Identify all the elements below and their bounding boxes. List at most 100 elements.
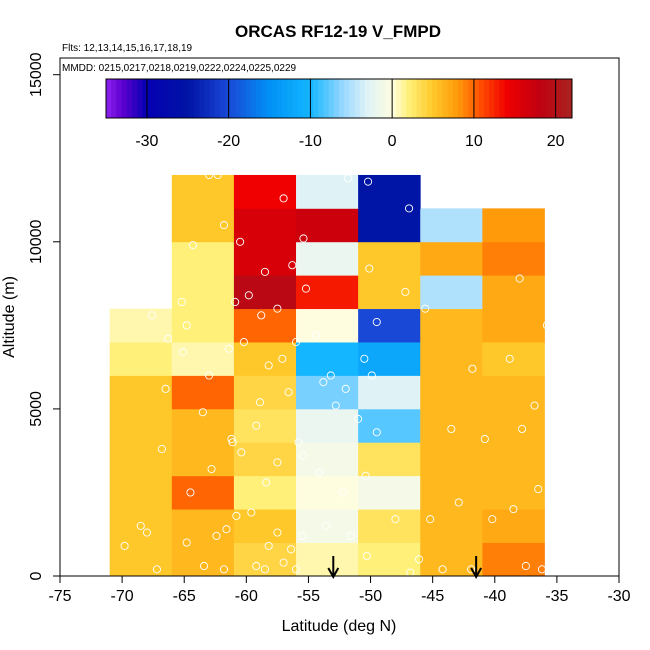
colorbar-swatch <box>416 79 423 118</box>
colorbar-swatch <box>256 79 262 118</box>
x-tick-label: -70 <box>111 588 134 605</box>
colorbar-tick-label: 10 <box>465 133 483 150</box>
sample-point <box>530 401 539 410</box>
colorbar-swatch <box>323 79 330 118</box>
colorbar-swatch <box>287 79 293 118</box>
colorbar-tick-label: -30 <box>135 133 158 150</box>
sample-point <box>344 174 353 183</box>
sample-point <box>198 408 207 417</box>
colorbar-swatch <box>468 79 475 118</box>
sample-point <box>488 515 497 524</box>
x-axis: -75 -70 -65 -60 -55 -50 -45 -40 -35 -30 <box>48 575 631 605</box>
sample-point <box>405 204 414 213</box>
sample-point <box>360 354 369 363</box>
sample-point <box>372 317 381 327</box>
sample-point <box>301 284 311 293</box>
sample-point <box>222 525 231 534</box>
heatmap-cell <box>233 475 297 510</box>
colorbar-swatch <box>292 79 299 118</box>
sample-point <box>361 471 370 480</box>
sample-point <box>468 364 477 373</box>
sample-point <box>219 221 229 230</box>
sample-point <box>278 354 287 363</box>
heatmap-cell <box>358 375 421 410</box>
colorbar-swatch <box>230 79 236 118</box>
sample-point <box>298 531 307 540</box>
heatmap-cell <box>109 342 173 376</box>
sample-point <box>521 561 530 571</box>
colorbar-swatch <box>535 79 542 118</box>
colorbar-swatch <box>214 79 221 118</box>
chart-title: ORCAS RF12-19 V_FMPD <box>235 22 441 41</box>
sample-point <box>367 371 376 380</box>
colorbar-swatch <box>421 79 428 118</box>
sample-point <box>244 291 253 300</box>
heatmap-cell <box>358 475 421 510</box>
sample-point <box>454 498 463 507</box>
sample-point <box>321 521 330 530</box>
colorbar-swatch <box>406 79 412 118</box>
heatmap-cell <box>109 475 173 510</box>
heatmap-cell <box>109 375 173 410</box>
colorbar-swatch <box>432 79 438 118</box>
heatmap-cell <box>358 442 421 477</box>
sample-point <box>161 384 170 393</box>
colorbar-swatch <box>427 79 433 118</box>
sample-point <box>257 311 266 320</box>
colorbar-swatch <box>235 79 242 118</box>
sample-point <box>354 414 363 423</box>
colorbar-swatch <box>266 79 273 118</box>
colorbar-tick-label: -20 <box>217 133 240 150</box>
sample-point <box>228 438 237 447</box>
colorbar-swatch <box>395 79 402 118</box>
colorbar-swatch <box>375 79 381 118</box>
sample-point <box>537 565 547 574</box>
latitude-arrows <box>327 556 483 580</box>
sample-point <box>177 297 186 307</box>
heatmap-cell <box>296 308 359 343</box>
heatmap-cell <box>482 275 545 310</box>
y-tick-label: 15000 <box>28 52 45 97</box>
heatmap-cell <box>171 408 235 443</box>
heatmap-cell <box>233 174 297 209</box>
heatmap-cell <box>233 275 297 310</box>
colorbar-swatch <box>390 79 397 118</box>
heatmap-cell <box>358 208 421 243</box>
heatmap-cell <box>420 275 483 310</box>
colorbar-swatch <box>437 79 444 118</box>
sample-point <box>421 304 430 313</box>
sample-point <box>549 241 558 250</box>
sample-point <box>182 321 191 330</box>
colorbar: -30 -20 -10 0 10 20 <box>105 78 573 150</box>
heatmap-cell <box>420 208 483 243</box>
colorbar-swatch <box>478 79 485 118</box>
colorbar-swatch <box>137 79 143 118</box>
sample-point <box>231 297 240 307</box>
sample-point <box>364 177 373 186</box>
sample-point <box>247 508 256 517</box>
sample-point <box>264 361 273 370</box>
x-tick-label: -50 <box>359 588 382 605</box>
heatmap-cell <box>171 241 235 276</box>
heatmap-cell <box>109 408 173 443</box>
sample-point <box>515 274 524 283</box>
heatmap-cell <box>482 408 545 443</box>
heatmap-cell <box>296 408 359 443</box>
colorbar-swatch <box>489 79 495 118</box>
colorbar-swatch <box>188 79 195 118</box>
heatmap-cell <box>420 442 483 477</box>
heatmap-cell <box>358 174 421 209</box>
sample-point <box>287 545 296 554</box>
sample-point <box>315 468 324 477</box>
down-arrow-icon <box>470 556 483 580</box>
colorbar-swatch <box>515 79 521 118</box>
sample-point <box>372 428 381 437</box>
colorbar-swatch <box>297 79 304 118</box>
sample-point <box>239 338 248 347</box>
sample-point <box>291 565 301 574</box>
colorbar-swatch <box>116 79 123 118</box>
sample-point <box>186 488 195 497</box>
colorbar-swatch <box>194 79 200 118</box>
sample-point <box>182 538 191 547</box>
